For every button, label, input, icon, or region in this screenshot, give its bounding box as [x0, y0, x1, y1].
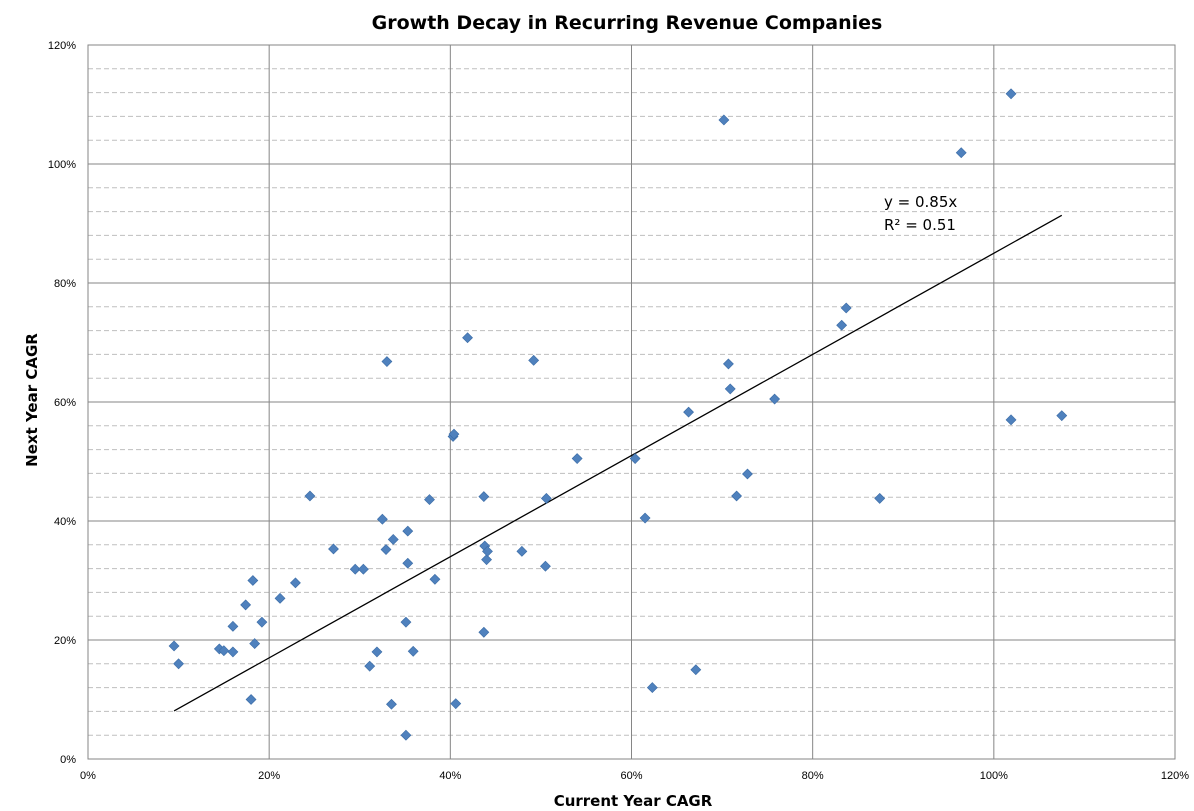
x-tick-label: 120% — [1161, 770, 1189, 782]
data-point — [722, 358, 734, 370]
data-point — [478, 626, 490, 638]
data-point — [402, 557, 414, 569]
x-tick-label: 60% — [620, 770, 642, 782]
data-point — [874, 492, 886, 504]
data-point — [218, 645, 230, 657]
data-point — [407, 645, 419, 657]
data-point — [690, 664, 702, 676]
data-point — [364, 660, 376, 672]
data-point — [168, 640, 180, 652]
y-tick-label: 0% — [60, 754, 76, 766]
y-tick-label: 20% — [54, 635, 76, 647]
data-point — [240, 599, 252, 611]
trendline-equation: y = 0.85x — [884, 193, 957, 211]
y-tick-label: 60% — [54, 397, 76, 409]
data-point — [724, 383, 736, 395]
data-point — [540, 492, 552, 504]
data-point — [683, 406, 694, 418]
x-tick-label: 40% — [439, 770, 461, 782]
x-tick-label: 80% — [802, 770, 824, 782]
data-point — [328, 543, 339, 555]
data-point — [402, 525, 414, 537]
data-point — [376, 513, 388, 525]
x-tick-label: 20% — [258, 770, 280, 782]
x-axis-ticks: 0% 20% 40% 60% 80% 100% 120% — [80, 770, 1189, 782]
data-point — [731, 490, 743, 502]
data-point — [400, 729, 412, 741]
data-point — [227, 620, 239, 632]
y-axis-label: Next Year CAGR — [23, 333, 41, 467]
data-point — [290, 577, 301, 589]
data-point — [528, 354, 540, 366]
y-axis-ticks: 0% 20% 40% 60% 80% 100% 120% — [48, 40, 76, 766]
data-point — [249, 638, 261, 649]
data-point — [646, 682, 658, 694]
data-point — [371, 646, 383, 658]
data-point — [478, 491, 490, 503]
chart-title: Growth Decay in Recurring Revenue Compan… — [372, 12, 883, 34]
data-point — [955, 147, 967, 159]
data-point — [245, 694, 257, 705]
data-point — [629, 453, 641, 464]
data-point — [256, 616, 268, 628]
data-point — [462, 332, 473, 344]
data-point — [482, 545, 493, 557]
x-axis-label: Current Year CAGR — [554, 792, 713, 810]
data-point — [639, 512, 651, 524]
trendline — [173, 214, 1063, 712]
plot-area-frame — [87, 44, 1176, 760]
trendline-r-squared: R² = 0.51 — [884, 216, 956, 234]
data-point — [357, 563, 369, 575]
data-points — [168, 88, 1068, 741]
data-point — [840, 302, 852, 314]
data-point — [304, 490, 316, 502]
data-point — [1005, 414, 1017, 426]
y-tick-label: 80% — [54, 278, 76, 290]
x-tick-label: 0% — [80, 770, 96, 782]
data-point — [227, 646, 239, 658]
data-point — [571, 453, 583, 464]
y-tick-label: 120% — [48, 40, 76, 52]
data-point — [429, 573, 441, 585]
data-point — [386, 698, 397, 710]
y-tick-label: 100% — [48, 159, 76, 171]
data-point — [381, 356, 393, 367]
data-point — [274, 592, 286, 604]
data-point — [1056, 410, 1068, 422]
data-point — [448, 428, 460, 440]
major-grid — [88, 45, 1175, 759]
x-tick-label: 100% — [980, 770, 1008, 782]
data-point — [349, 563, 361, 575]
data-point — [540, 560, 551, 572]
data-point — [387, 534, 399, 545]
data-point — [516, 545, 528, 557]
data-point — [400, 616, 412, 628]
data-point — [836, 319, 848, 331]
data-point — [173, 658, 185, 670]
y-tick-label: 40% — [54, 516, 76, 528]
data-point — [450, 698, 462, 710]
data-point — [424, 494, 435, 506]
data-point — [1005, 88, 1017, 100]
data-point — [481, 554, 492, 566]
data-point — [380, 544, 392, 555]
data-point — [742, 468, 753, 480]
data-point — [769, 393, 781, 405]
data-point — [247, 575, 259, 586]
data-point — [718, 114, 730, 126]
